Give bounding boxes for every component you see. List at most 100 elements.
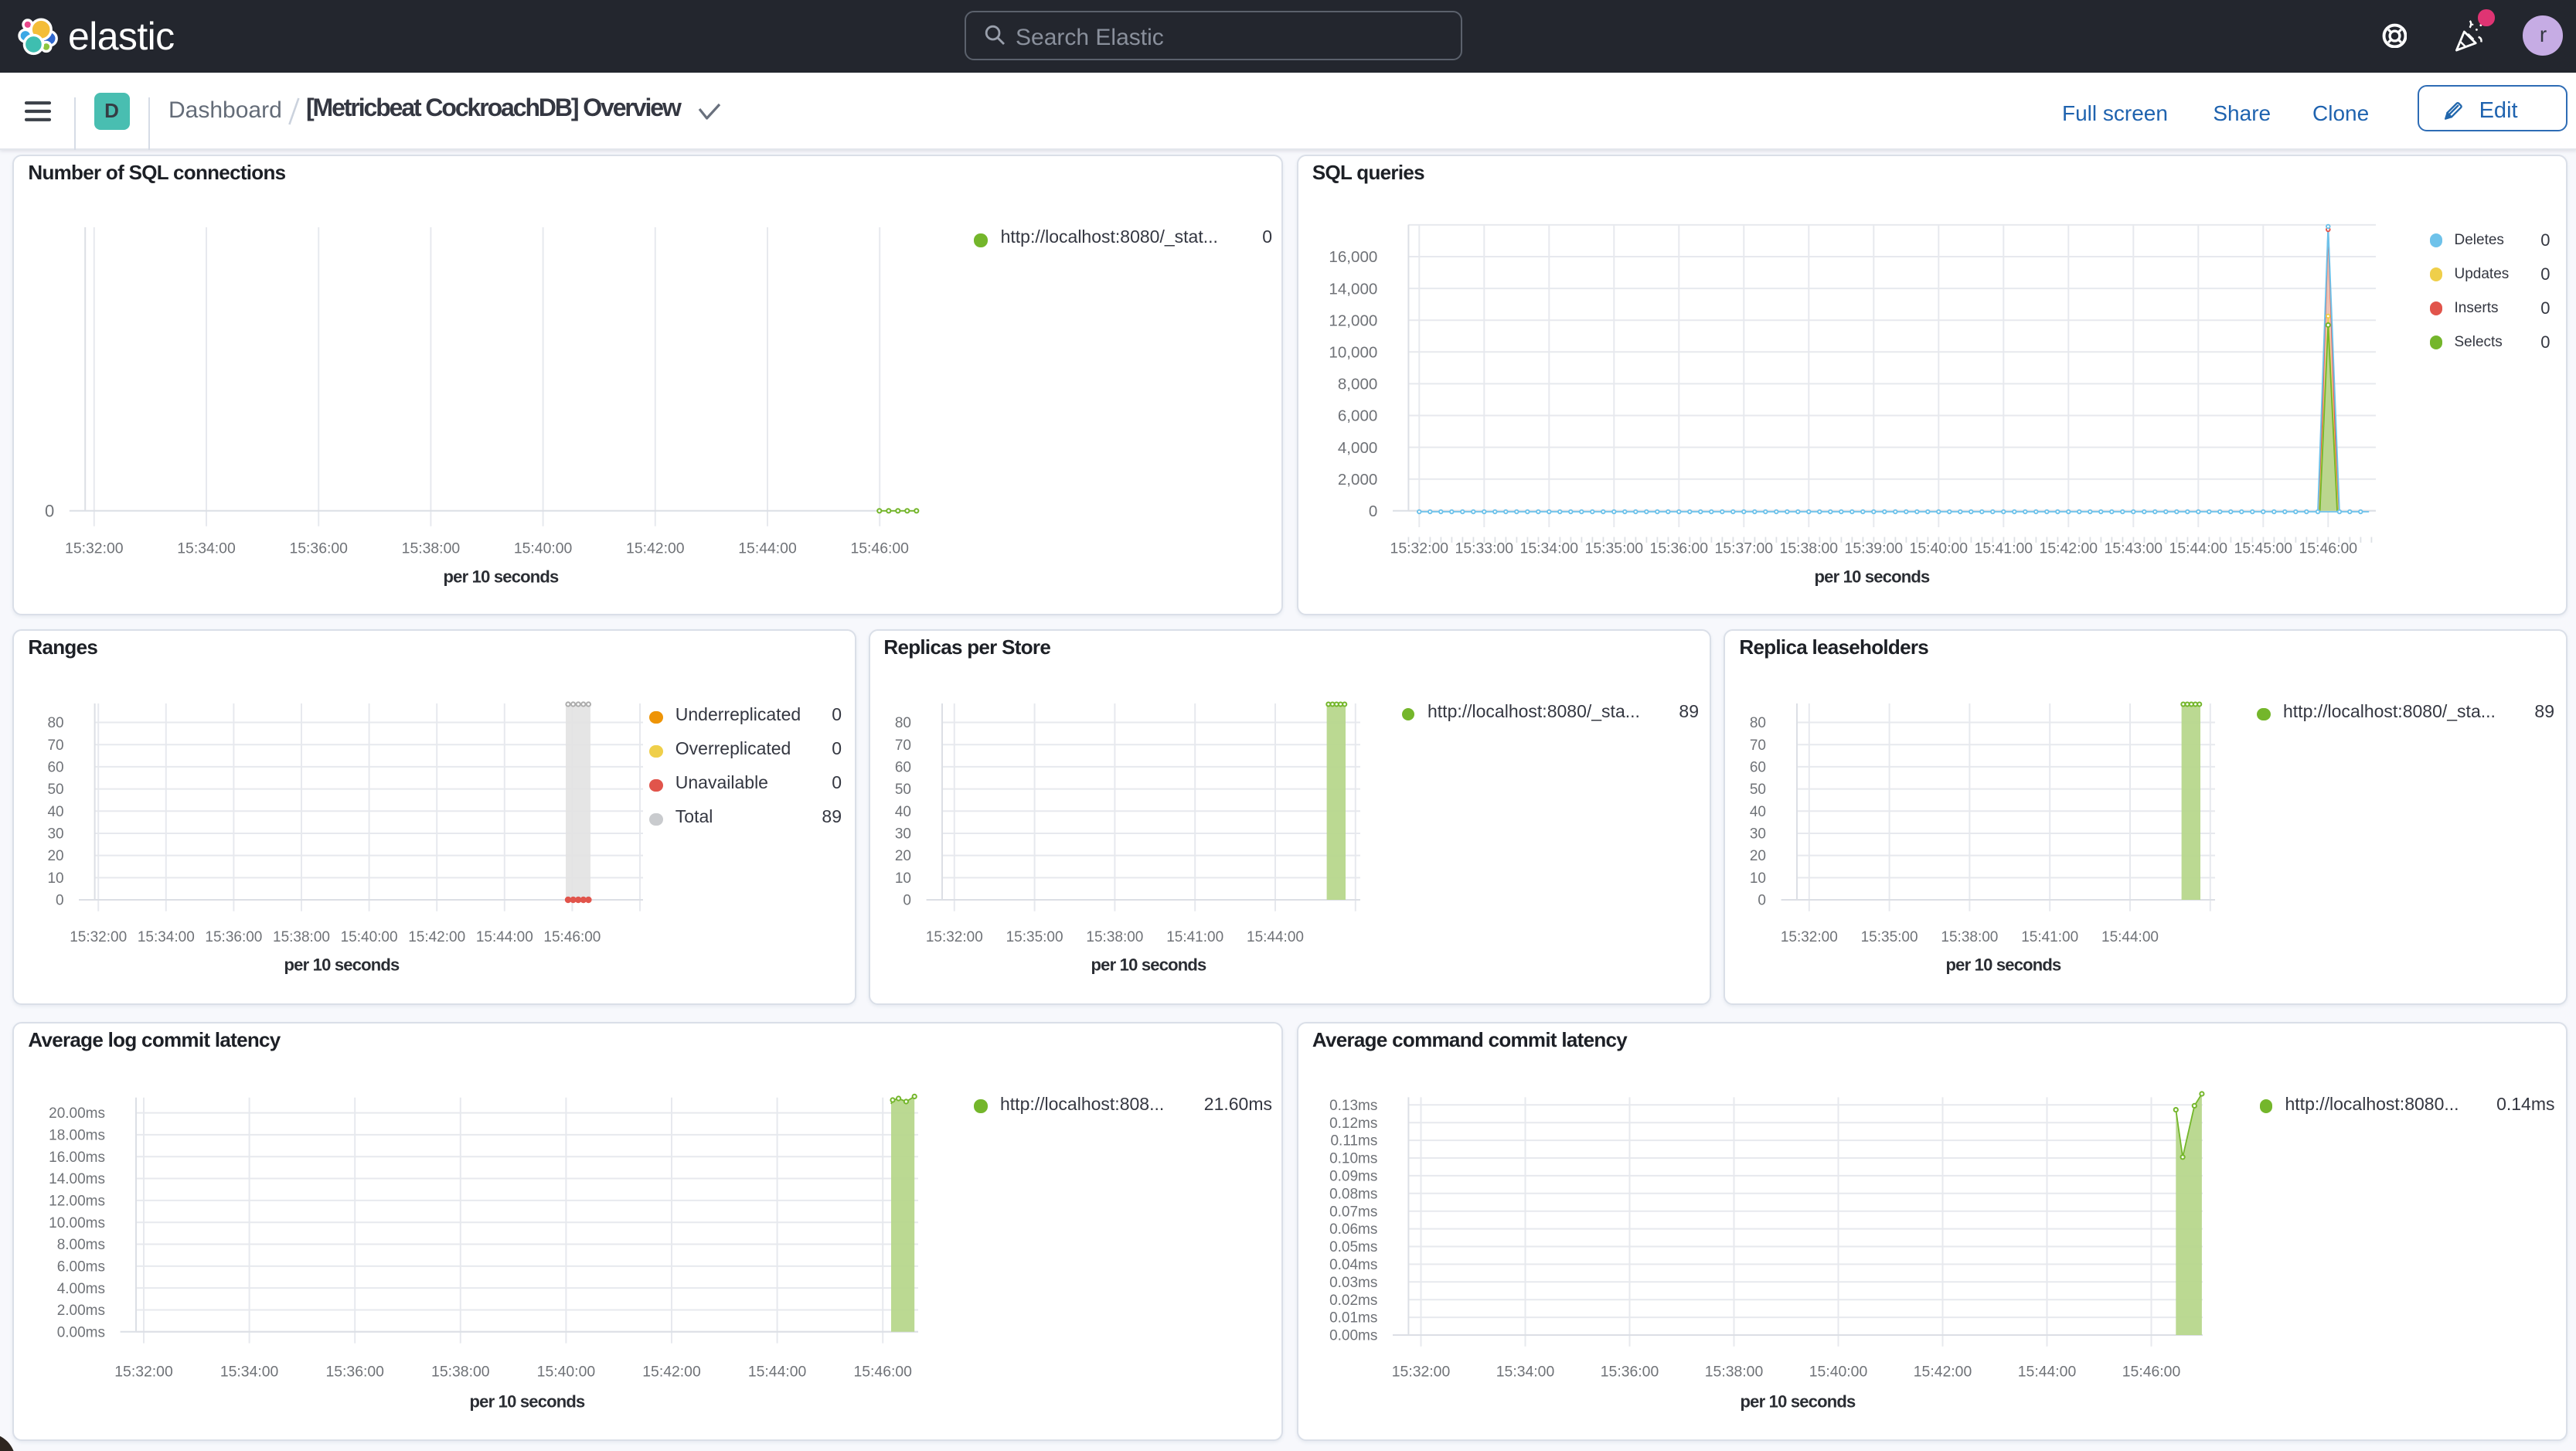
svg-text:15:40:00: 15:40:00 [537,1362,596,1379]
svg-text:70: 70 [894,737,910,754]
svg-text:0: 0 [902,893,910,909]
svg-text:0.00ms: 0.00ms [57,1323,105,1340]
svg-text:15:38:00: 15:38:00 [1704,1362,1763,1379]
svg-text:15:46:00: 15:46:00 [850,540,909,557]
svg-text:15:36:00: 15:36:00 [289,540,348,557]
svg-text:6,000: 6,000 [1337,407,1377,425]
svg-text:0.00ms: 0.00ms [1329,1327,1377,1344]
svg-text:0.09ms: 0.09ms [1329,1168,1377,1184]
svg-text:15:36:00: 15:36:00 [1600,1362,1659,1379]
svg-text:per 10 seconds: per 10 seconds [1946,955,2062,975]
svg-text:0.12ms: 0.12ms [1329,1115,1377,1131]
svg-text:15:38:00: 15:38:00 [1779,540,1838,557]
svg-text:15:32:00: 15:32:00 [925,929,982,945]
svg-text:20: 20 [894,848,910,864]
svg-text:15:46:00: 15:46:00 [543,929,601,945]
svg-text:15:32:00: 15:32:00 [1391,1362,1450,1379]
svg-text:50: 50 [47,782,63,798]
svg-text:0: 0 [45,501,54,520]
svg-text:per 10 seconds: per 10 seconds [1091,955,1206,975]
svg-text:15:44:00: 15:44:00 [738,540,797,557]
svg-text:15:42:00: 15:42:00 [1913,1362,1972,1379]
svg-text:0: 0 [1758,893,1766,909]
svg-text:15:32:00: 15:32:00 [65,540,124,557]
svg-text:20: 20 [1750,848,1766,864]
svg-text:per 10 seconds: per 10 seconds [284,955,400,975]
svg-text:60: 60 [894,760,910,776]
svg-text:0.11ms: 0.11ms [1330,1133,1377,1149]
svg-text:15:38:00: 15:38:00 [402,540,461,557]
svg-text:0.08ms: 0.08ms [1329,1185,1377,1201]
svg-text:0.13ms: 0.13ms [1329,1097,1377,1113]
svg-text:16,000: 16,000 [1329,248,1377,266]
svg-text:15:34:00: 15:34:00 [177,540,236,557]
svg-text:15:44:00: 15:44:00 [748,1362,807,1379]
svg-text:15:41:00: 15:41:00 [1974,540,2033,557]
svg-text:15:44:00: 15:44:00 [1246,929,1303,945]
svg-text:15:32:00: 15:32:00 [70,929,127,945]
svg-text:0: 0 [56,893,64,909]
svg-text:15:34:00: 15:34:00 [1496,1362,1554,1379]
svg-text:4.00ms: 4.00ms [57,1280,105,1296]
svg-text:15:44:00: 15:44:00 [2169,540,2227,557]
svg-text:12,000: 12,000 [1329,312,1377,329]
svg-text:15:35:00: 15:35:00 [1584,540,1643,557]
svg-text:0.03ms: 0.03ms [1329,1274,1377,1290]
svg-text:70: 70 [47,737,63,754]
svg-text:per 10 seconds: per 10 seconds [1740,1391,1856,1411]
svg-text:0: 0 [1368,502,1376,520]
svg-text:15:46:00: 15:46:00 [2122,1362,2180,1379]
svg-text:14,000: 14,000 [1329,280,1377,298]
svg-text:8,000: 8,000 [1337,376,1377,393]
svg-text:15:38:00: 15:38:00 [1085,929,1142,945]
svg-text:15:46:00: 15:46:00 [2299,540,2357,557]
svg-text:60: 60 [47,760,63,776]
svg-text:50: 50 [894,782,910,798]
svg-text:30: 30 [894,826,910,843]
svg-text:15:36:00: 15:36:00 [1649,540,1708,557]
svg-text:15:42:00: 15:42:00 [642,1362,701,1379]
svg-text:15:44:00: 15:44:00 [2101,929,2159,945]
svg-text:2.00ms: 2.00ms [57,1302,105,1318]
svg-text:15:34:00: 15:34:00 [138,929,195,945]
svg-text:10.00ms: 10.00ms [49,1214,105,1231]
svg-text:15:42:00: 15:42:00 [408,929,465,945]
svg-text:15:38:00: 15:38:00 [431,1362,490,1379]
svg-text:60: 60 [1750,760,1766,776]
svg-text:15:35:00: 15:35:00 [1006,929,1063,945]
svg-text:14.00ms: 14.00ms [49,1170,105,1187]
svg-text:15:40:00: 15:40:00 [1809,1362,1867,1379]
svg-text:15:36:00: 15:36:00 [325,1362,384,1379]
svg-text:16.00ms: 16.00ms [49,1149,105,1165]
svg-text:15:41:00: 15:41:00 [2021,929,2078,945]
svg-text:40: 40 [47,804,63,820]
svg-text:15:32:00: 15:32:00 [114,1362,173,1379]
svg-text:per 10 seconds: per 10 seconds [1814,567,1930,587]
svg-text:6.00ms: 6.00ms [57,1258,105,1274]
svg-text:15:32:00: 15:32:00 [1781,929,1838,945]
svg-text:15:36:00: 15:36:00 [205,929,262,945]
svg-text:15:37:00: 15:37:00 [1714,540,1773,557]
svg-text:0.10ms: 0.10ms [1329,1150,1377,1167]
svg-text:0.07ms: 0.07ms [1329,1203,1377,1219]
svg-text:40: 40 [1750,804,1766,820]
svg-text:20: 20 [47,848,63,864]
svg-text:0.01ms: 0.01ms [1329,1310,1377,1326]
svg-text:15:38:00: 15:38:00 [1941,929,1998,945]
svg-text:15:32:00: 15:32:00 [1390,540,1448,557]
svg-text:20.00ms: 20.00ms [49,1105,105,1121]
svg-text:4,000: 4,000 [1337,439,1377,457]
svg-text:15:35:00: 15:35:00 [1861,929,1918,945]
svg-text:10,000: 10,000 [1329,344,1377,362]
svg-text:80: 80 [1750,715,1766,731]
svg-text:0.06ms: 0.06ms [1329,1221,1377,1237]
svg-text:80: 80 [894,715,910,731]
svg-text:0.02ms: 0.02ms [1329,1292,1377,1308]
svg-text:30: 30 [47,826,63,843]
svg-text:15:42:00: 15:42:00 [626,540,685,557]
svg-text:15:40:00: 15:40:00 [1909,540,1968,557]
svg-text:15:38:00: 15:38:00 [273,929,330,945]
svg-text:15:42:00: 15:42:00 [2039,540,2098,557]
svg-text:15:45:00: 15:45:00 [2234,540,2292,557]
svg-text:15:39:00: 15:39:00 [1844,540,1903,557]
